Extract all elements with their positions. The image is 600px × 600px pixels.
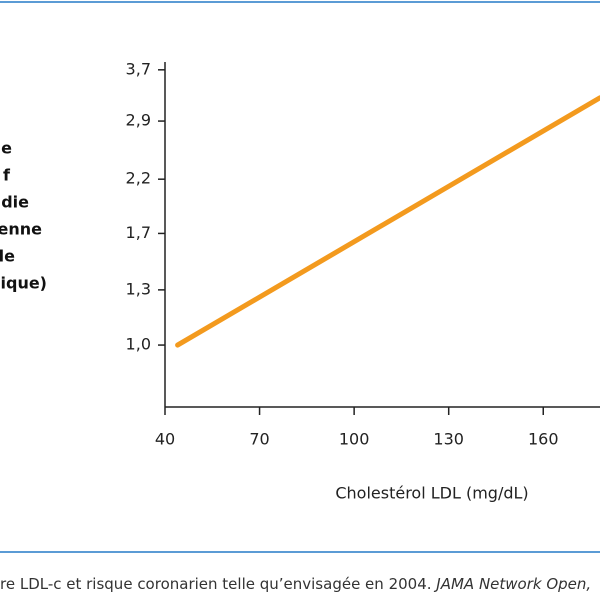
caption-text: re LDL-c et risque coronarien telle qu’e… bbox=[0, 575, 436, 593]
caption-source: JAMA Network Open, bbox=[433, 575, 591, 593]
y-tick-label: 1,3 bbox=[126, 279, 151, 298]
y-tick-label: 1,0 bbox=[126, 335, 151, 354]
y-axis-label: f bbox=[3, 166, 11, 185]
x-tick-label: 70 bbox=[249, 430, 269, 449]
data-line bbox=[175, 95, 600, 348]
x-tick-label: 40 bbox=[155, 430, 175, 449]
y-axis-label: e bbox=[1, 139, 12, 158]
x-tick-label: 130 bbox=[433, 430, 464, 449]
y-axis-label: enne bbox=[0, 220, 42, 239]
y-tick-label: 2,9 bbox=[126, 111, 151, 130]
x-tick-label: 160 bbox=[528, 430, 559, 449]
x-axis-label: Cholestérol LDL (mg/dL) bbox=[335, 484, 528, 503]
y-tick-label: 3,7 bbox=[126, 59, 151, 78]
y-axis-label: le bbox=[0, 247, 15, 266]
y-axis-label: ique) bbox=[1, 274, 48, 293]
caption: re LDL-c et risque coronarien telle qu’e… bbox=[0, 575, 591, 593]
x-tick-label: 100 bbox=[339, 430, 370, 449]
y-axis-label: die bbox=[1, 193, 29, 212]
y-tick-label: 1,7 bbox=[126, 223, 151, 242]
y-tick-label: 2,2 bbox=[126, 169, 151, 188]
